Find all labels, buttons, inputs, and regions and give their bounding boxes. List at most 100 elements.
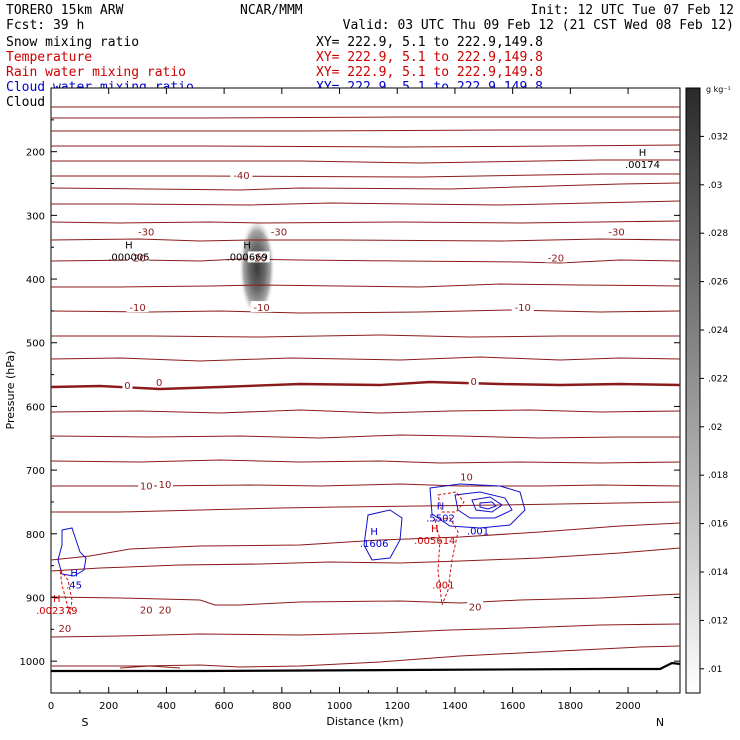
temperature-label-bg — [156, 603, 173, 615]
colorbar-tick-label: .022 — [708, 374, 728, 384]
x-axis: 0 200 400 600 800 1000 1200 1400 1600 1800 2000 — [48, 88, 658, 712]
temperature-label: -20 — [129, 253, 145, 264]
y-tick-label: 600 — [26, 402, 45, 413]
colorbar-tick-label: .016 — [708, 520, 728, 530]
valid-time: Valid: 03 UTC Thu 09 Feb 12 (21 CST Wed … — [343, 18, 734, 33]
maximum-value: .5502 — [426, 514, 455, 525]
colorbar-tick-label: .032 — [708, 132, 728, 142]
maximum-value: .002379 — [36, 606, 77, 617]
temperature-label-bg — [135, 225, 158, 237]
temperature-label-bg — [511, 301, 534, 313]
maximum-value: .45 — [66, 580, 82, 591]
rain-water-contours — [59, 491, 465, 616]
temperature-label: -10 — [253, 303, 269, 314]
y-axis-label: Pressure (hPa) — [4, 351, 17, 430]
x-tick-label: 0 — [48, 701, 54, 712]
maximum-value: .005614 — [414, 536, 455, 547]
maximum-marker: H — [125, 240, 133, 251]
maximum-marker: H — [243, 240, 251, 251]
temperature-label-bg — [122, 378, 133, 390]
temperature-label-bg — [138, 479, 155, 491]
colorbar-ticks: .01 .012 .014 .016 .018 .02 .022 .024 .026 .028 .0… — [700, 132, 728, 675]
y-tick-label: 800 — [26, 530, 45, 541]
temperature-label: -30 — [271, 227, 287, 238]
temperature-labels: -40 -30 -30 -30 -20 -20 -20 -10 -10 -10 0 0 0 10 10 10 2… — [56, 169, 628, 635]
field-xy: XY= 222.9, 5.1 to 222.9,149.8 — [316, 35, 543, 50]
temperature-label-bg — [126, 251, 149, 263]
model-title: TORERO 15km ARW — [6, 3, 124, 18]
temperature-label-bg — [138, 603, 155, 615]
temperature-label: 20 — [58, 624, 71, 635]
maximum-value: .1606 — [360, 539, 389, 550]
temperature-label-bg — [267, 225, 290, 237]
maximum-marker: H — [437, 502, 445, 513]
colorbar-tick-label: .028 — [708, 229, 728, 239]
maximum-marker: H — [370, 527, 378, 538]
temperature-label: 0 — [471, 377, 477, 388]
colorbar-tick-label: .024 — [708, 326, 728, 336]
temperature-label: 10 — [159, 480, 172, 491]
maximum-marker: H — [70, 568, 78, 579]
x-tick-label: 400 — [157, 701, 176, 712]
right-endpoint-label: N — [656, 716, 664, 729]
colorbar-unit: g kg⁻¹ — [706, 85, 731, 94]
maximum-value: .000005 — [108, 252, 149, 263]
colorbar-tick-label: .014 — [708, 568, 728, 578]
colorbar — [685, 87, 701, 694]
left-endpoint-label: S — [82, 716, 89, 729]
center-title: NCAR/MMM — [240, 3, 303, 18]
temperature-label-bg — [56, 622, 73, 634]
x-tick-label: 200 — [99, 701, 118, 712]
temperature-label: 0 — [124, 381, 130, 392]
maximum-marker: H — [639, 148, 647, 159]
field-name: Temperature — [6, 50, 92, 65]
y-tick-label: 500 — [26, 339, 45, 350]
colorbar-tick-label: .01 — [708, 665, 722, 675]
x-tick-label: 2000 — [615, 701, 640, 712]
x-tick-label: 800 — [272, 701, 291, 712]
temperature-label-bg — [458, 470, 475, 482]
maximum-value: .000669 — [227, 252, 268, 263]
maximum-marker: H — [431, 524, 439, 535]
temperature-label: 20 — [469, 602, 482, 613]
temperature-label-bg — [154, 376, 165, 388]
field-xy: XY= 222.9, 5.1 to 222.9,149.8 — [316, 65, 543, 80]
temperature-label: -20 — [251, 253, 267, 264]
temperature-label: 20 — [140, 606, 153, 617]
x-tick-label: 600 — [215, 701, 234, 712]
temperature-label-bg — [230, 169, 253, 181]
y-tick-label: 1000 — [20, 657, 45, 668]
temperature-label-bg — [247, 251, 270, 263]
temperature-label: 0 — [156, 378, 162, 389]
x-tick-label: 1200 — [385, 701, 410, 712]
temperature-label-bg — [605, 225, 628, 237]
field-name: Snow mixing ratio — [6, 35, 139, 50]
colorbar-tick-label: .018 — [708, 471, 728, 481]
y-tick-label: 900 — [26, 593, 45, 604]
x-tick-label: 1000 — [327, 701, 352, 712]
field-name: Rain water mixing ratio — [6, 65, 186, 80]
cloud-water-contours — [57, 483, 526, 577]
x-tick-label: 1600 — [500, 701, 525, 712]
y-tick-label: 300 — [26, 211, 45, 222]
maximum-marker: H — [53, 594, 61, 605]
y-tick-label: 400 — [26, 275, 45, 286]
temperature-label: 10 — [460, 472, 473, 483]
snow-shading — [239, 218, 275, 318]
init-time: Init: 12 UTC Tue 07 Feb 12 — [531, 3, 735, 18]
temperature-label: -30 — [608, 227, 624, 238]
contour-value: .001 — [432, 581, 454, 592]
terrain-surface — [51, 661, 680, 673]
temperature-label: -10 — [515, 303, 531, 314]
x-tick-label: 1400 — [442, 701, 467, 712]
temperature-label-bg — [156, 478, 173, 490]
maxima-labels: H.000005H.000669H.00174H.1606H.5502H.45H… — [36, 148, 660, 617]
temperature-contours — [51, 106, 680, 669]
x-tick-label: 1800 — [558, 701, 583, 712]
colorbar-tick-label: .03 — [708, 181, 722, 191]
temperature-label-bg — [467, 600, 484, 612]
y-tick-label: 700 — [26, 466, 45, 477]
temperature-label: -20 — [548, 253, 564, 264]
